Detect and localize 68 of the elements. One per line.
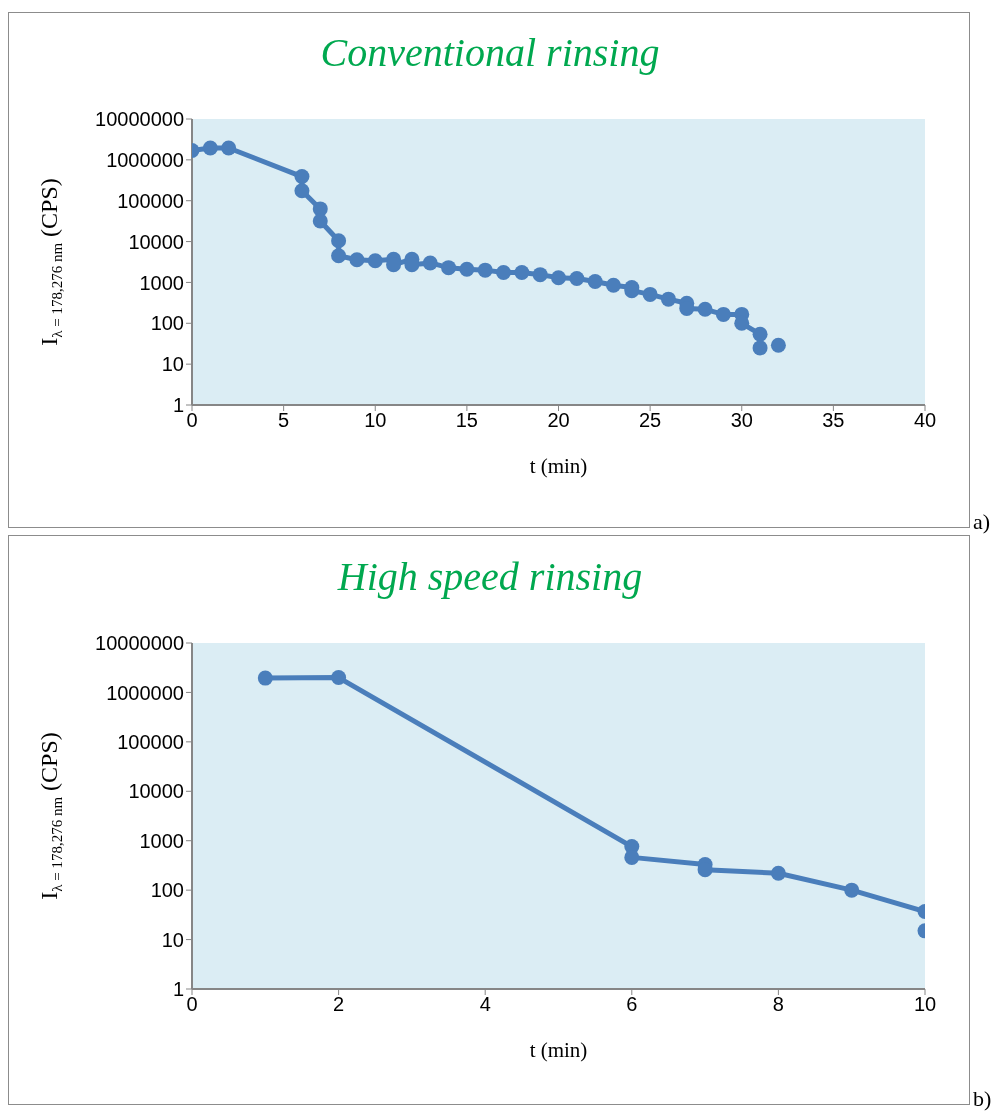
chart-title: Conventional rinsing bbox=[319, 29, 661, 76]
point bbox=[642, 286, 658, 302]
point bbox=[221, 140, 237, 156]
point bbox=[660, 291, 676, 307]
point bbox=[477, 262, 493, 278]
y-tick-label: 1000 bbox=[139, 271, 184, 294]
y-tick-label: 10000 bbox=[128, 230, 184, 253]
y-tick-label: 1 bbox=[172, 978, 184, 1001]
point bbox=[312, 213, 328, 229]
x-axis-title: t (min) bbox=[529, 1038, 588, 1062]
point bbox=[752, 340, 768, 356]
x-tick-label: 10 bbox=[364, 409, 387, 432]
point bbox=[349, 252, 365, 268]
point bbox=[331, 248, 347, 264]
point bbox=[844, 882, 860, 898]
point bbox=[587, 274, 603, 290]
point bbox=[770, 337, 786, 353]
point bbox=[715, 306, 731, 322]
x-tick-label: 4 bbox=[479, 993, 491, 1016]
y-tick-label: 100 bbox=[150, 312, 184, 335]
point bbox=[605, 277, 621, 293]
x-tick-label: 25 bbox=[639, 409, 662, 432]
point bbox=[770, 865, 786, 881]
y-tick-label: 10 bbox=[161, 928, 184, 951]
point bbox=[569, 270, 585, 286]
point bbox=[202, 140, 218, 156]
point bbox=[514, 265, 530, 280]
y-tick-label: 10000 bbox=[128, 780, 184, 803]
x-tick-label: 8 bbox=[772, 993, 784, 1016]
point bbox=[294, 169, 310, 185]
point bbox=[257, 670, 273, 686]
point bbox=[496, 265, 512, 280]
point bbox=[331, 670, 347, 686]
point bbox=[532, 267, 548, 283]
x-tick-label: 35 bbox=[822, 409, 845, 432]
y-tick-label: 100000 bbox=[117, 189, 184, 212]
point bbox=[697, 301, 713, 317]
y-tick-label: 10000000 bbox=[95, 632, 184, 655]
point bbox=[752, 326, 768, 342]
x-tick-label: 40 bbox=[913, 409, 937, 432]
point bbox=[459, 261, 475, 277]
y-tick-label: 100 bbox=[150, 879, 184, 902]
y-tick-label: 1000 bbox=[139, 829, 184, 852]
x-tick-label: 15 bbox=[455, 409, 478, 432]
x-tick-label: 20 bbox=[547, 409, 570, 432]
y-tick-label: 1000000 bbox=[106, 148, 184, 171]
y-tick-label: 100000 bbox=[117, 730, 184, 753]
x-tick-label: 0 bbox=[186, 409, 198, 432]
x-tick-label: 5 bbox=[278, 409, 290, 432]
x-tick-label: 10 bbox=[913, 993, 937, 1016]
point bbox=[294, 183, 310, 199]
y-tick-label: 10000000 bbox=[95, 108, 184, 131]
x-tick-label: 0 bbox=[186, 993, 198, 1016]
chart-title: High speed rinsing bbox=[336, 553, 644, 600]
point bbox=[441, 260, 457, 276]
y-tick-label: 1000000 bbox=[106, 681, 184, 704]
x-tick-label: 2 bbox=[333, 993, 345, 1016]
text: a) bbox=[973, 509, 991, 535]
point bbox=[331, 233, 347, 249]
point bbox=[551, 270, 566, 286]
text: b) bbox=[973, 1086, 992, 1111]
y-tick-label: 10 bbox=[161, 353, 184, 376]
point bbox=[367, 253, 383, 269]
y-tick-label: 1 bbox=[172, 394, 184, 417]
x-tick-label: 6 bbox=[626, 993, 638, 1016]
point bbox=[422, 255, 438, 271]
x-axis-title: t (min) bbox=[529, 454, 588, 478]
x-tick-label: 30 bbox=[730, 409, 753, 432]
